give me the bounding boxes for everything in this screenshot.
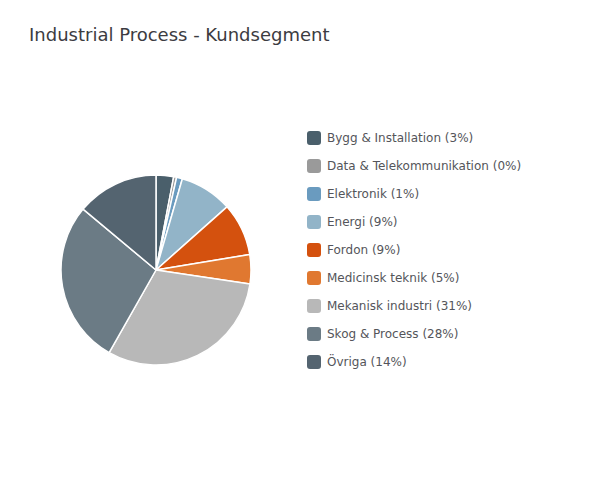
svg-text:Industrial Process - Kundsegme: Industrial Process - Kundsegment [29,24,329,45]
svg-text:Data & Telekommunikation (0%): Data & Telekommunikation (0%) [327,159,521,173]
svg-text:Elektronik (1%): Elektronik (1%) [327,187,419,201]
svg-text:Mekanisk industri (31%): Mekanisk industri (31%) [327,299,472,313]
svg-text:Fordon (9%): Fordon (9%) [327,243,400,257]
svg-text:Energi (9%): Energi (9%) [327,215,397,229]
svg-text:Bygg & Installation (3%): Bygg & Installation (3%) [327,131,473,145]
svg-text:Skog & Process (28%): Skog & Process (28%) [327,327,458,341]
svg-text:Övriga (14%): Övriga (14%) [327,353,407,369]
svg-text:Medicinsk teknik (5%): Medicinsk teknik (5%) [327,271,459,285]
